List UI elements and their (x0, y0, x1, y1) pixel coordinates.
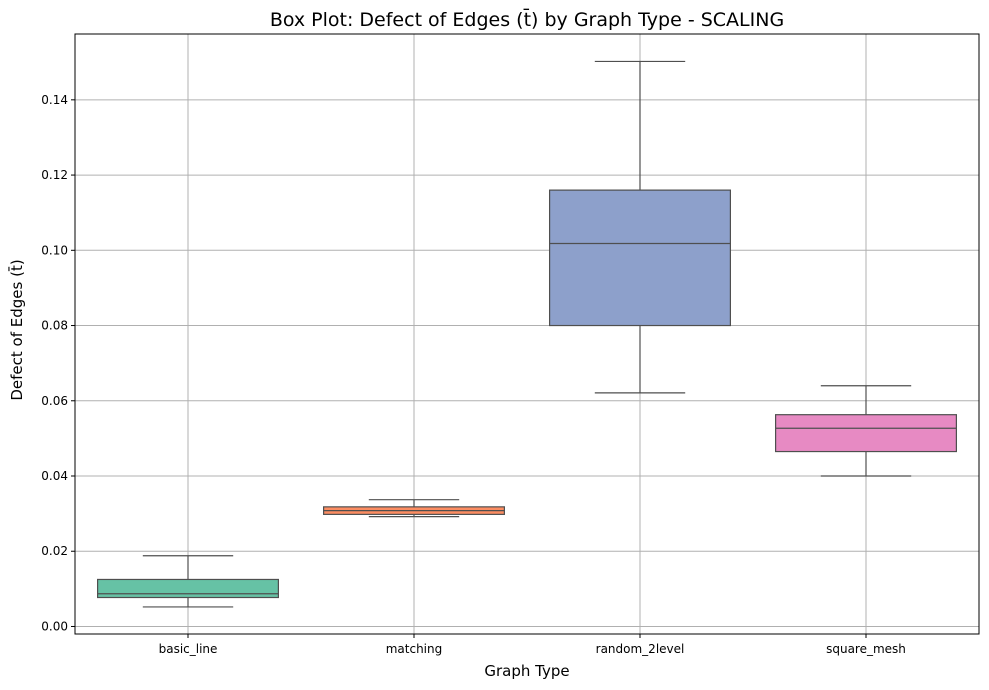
plot-frame (74, 33, 980, 635)
box-basic_line (96, 555, 280, 608)
box-iqr (774, 414, 957, 453)
x-tick-label: matching (386, 642, 443, 656)
box-matching (323, 499, 506, 518)
x-axis-title: Graph Type (484, 662, 569, 680)
y-axis-title: Defect of Edges (t̄) (7, 259, 26, 400)
y-tick-label: 0.10 (41, 243, 68, 257)
y-tick-label: 0.14 (41, 93, 68, 107)
y-tick-label: 0.06 (41, 394, 68, 408)
chart-title: Box Plot: Defect of Edges (t̄) by Graph … (270, 7, 784, 31)
y-tick-label: 0.08 (41, 319, 68, 333)
x-tick-label: basic_line (159, 642, 218, 656)
box-iqr (96, 578, 280, 599)
x-tick-label: square_mesh (826, 642, 906, 656)
y-axis: 0.00 0.02 0.04 0.06 0.08 0.10 0.12 0.14 (41, 93, 75, 633)
box-square_mesh (774, 385, 957, 477)
y-tick-label: 0.12 (41, 168, 68, 182)
y-tick-label: 0.02 (41, 544, 68, 558)
box-iqr (548, 189, 731, 327)
grid-lines (75, 34, 979, 634)
x-tick-label: random_2level (596, 642, 685, 656)
y-tick-label: 0.00 (41, 619, 68, 633)
y-tick-label: 0.04 (41, 469, 68, 483)
boxes (96, 60, 957, 608)
x-axis: basic_line matching random_2level square_me… (159, 634, 906, 656)
box-random_2level (548, 60, 731, 394)
